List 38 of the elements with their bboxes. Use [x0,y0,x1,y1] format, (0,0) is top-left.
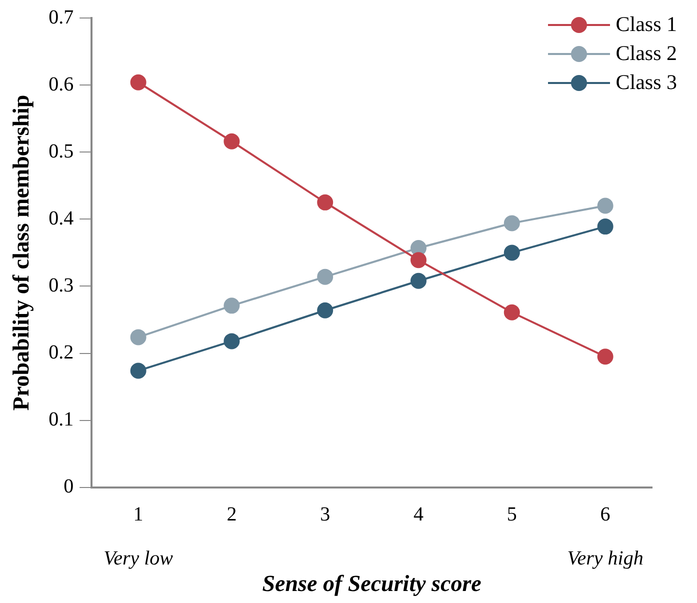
text: Very low [104,547,174,570]
x-tick-label: 2 [226,504,237,526]
point [130,74,146,90]
legend-label: Class 2 [616,41,677,66]
y-tick-label: 0.6 [48,73,74,96]
y-axis-title: Probability of class membership [8,94,34,411]
point [597,348,614,365]
point [504,244,520,261]
point [504,304,520,320]
x-axis-title: Sense of Security score [262,571,482,596]
x-tick-label: 3 [320,504,330,526]
x-tick-label: 4 [414,504,424,526]
y-tick-label: 0.1 [48,408,74,431]
point [317,268,334,285]
point [224,133,240,150]
point [597,218,614,235]
x-tick-label: 1 [133,504,144,526]
legend-label: Class 3 [616,70,677,95]
point [410,252,426,268]
y-tick-label: 0 [64,476,74,498]
legend-label: Class 1 [616,12,677,37]
point [597,198,614,214]
point [504,215,520,232]
x-tick-label: 5 [506,504,517,526]
y-tick-label: 0.2 [48,342,74,364]
y-tick-label: 0.5 [48,140,74,162]
point [130,362,146,379]
point [317,302,334,318]
point [130,329,146,346]
y-tick-label: 0.3 [48,274,74,296]
y-tick-label: 0.7 [48,6,74,28]
point [224,298,240,314]
point [317,194,334,210]
x-tick-label: 6 [600,504,610,526]
y-tick-label: 0.4 [48,207,74,230]
point [224,333,240,350]
point [410,272,426,289]
text: Very high [567,547,644,570]
